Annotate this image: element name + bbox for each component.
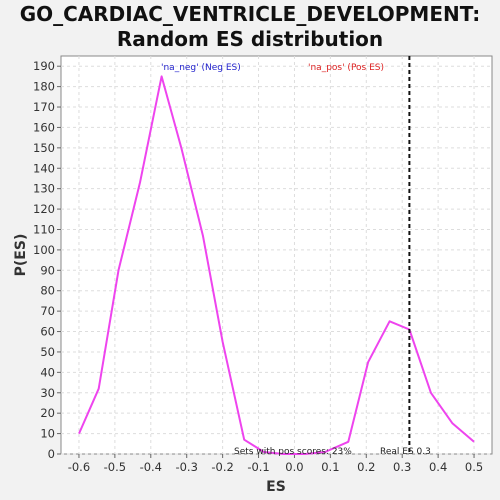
- x-tick-label: 0.0: [285, 460, 303, 474]
- grid-lines: [61, 56, 492, 455]
- y-tick-label: 180: [33, 80, 55, 94]
- y-tick-label: 140: [33, 161, 55, 175]
- y-tick-label: 190: [33, 59, 55, 73]
- annotations-group: 'na_neg' (Neg ES) 'na_pos' (Pos ES) Sets w…: [161, 56, 431, 457]
- y-tick-label: 130: [33, 182, 55, 196]
- pos-es-label: 'na_pos' (Pos ES): [308, 63, 384, 73]
- plot-area: [60, 55, 493, 455]
- y-tick-label: 0: [48, 447, 55, 461]
- series-group: [78, 75, 475, 455]
- pos-scores-note: Sets with pos scores: 23%: [234, 447, 352, 457]
- x-tick-label: -0.1: [247, 460, 269, 474]
- y-tick-label: 120: [33, 202, 55, 216]
- y-tick-label: 40: [40, 365, 55, 379]
- x-tick-label: -0.3: [175, 460, 197, 474]
- y-tick-label: 60: [40, 325, 55, 339]
- x-axis-ticks: -0.6 -0.5 -0.4 -0.3 -0.2 -0.1 0.0 0.1 0.2 0.3 0.4 0…: [68, 454, 483, 474]
- x-axis-title: ES: [266, 479, 286, 495]
- y-axis-ticks: 0 10 20 30 40 50 60 70 80 90 100 110 120 130 140 150 160…: [33, 59, 61, 461]
- neg-es-label: 'na_neg' (Neg ES): [161, 63, 241, 73]
- y-tick-label: 170: [33, 100, 55, 114]
- y-tick-label: 150: [33, 141, 55, 155]
- x-tick-label: 0.3: [393, 460, 411, 474]
- y-tick-label: 80: [40, 284, 55, 298]
- series-line: [78, 75, 475, 455]
- y-tick-label: 70: [40, 304, 55, 318]
- y-tick-label: 30: [40, 386, 55, 400]
- y-tick-label: 50: [40, 345, 55, 359]
- chart-title: GO_CARDIAC_VENTRICLE_DEVELOPMENT: Random…: [0, 2, 500, 52]
- x-tick-label: -0.6: [68, 460, 90, 474]
- y-tick-label: 90: [40, 263, 55, 277]
- y-tick-label: 20: [40, 406, 55, 420]
- x-tick-label: 0.4: [429, 460, 447, 474]
- x-tick-label: 0.5: [465, 460, 483, 474]
- real-es-label: Real ES 0.3: [380, 447, 431, 457]
- y-tick-label: 110: [33, 222, 55, 236]
- chart-title-line2: Random ES distribution: [116, 27, 384, 51]
- y-tick-label: 160: [33, 120, 55, 134]
- chart-title-line1: GO_CARDIAC_VENTRICLE_DEVELOPMENT:: [19, 2, 481, 26]
- y-tick-label: 100: [33, 243, 55, 257]
- x-tick-label: 0.1: [321, 460, 339, 474]
- x-tick-label: -0.2: [211, 460, 233, 474]
- x-tick-label: -0.4: [140, 460, 162, 474]
- y-axis-title: P(ES): [13, 234, 29, 277]
- x-tick-label: 0.2: [357, 460, 375, 474]
- x-tick-label: -0.5: [104, 460, 126, 474]
- y-tick-label: 10: [40, 427, 55, 441]
